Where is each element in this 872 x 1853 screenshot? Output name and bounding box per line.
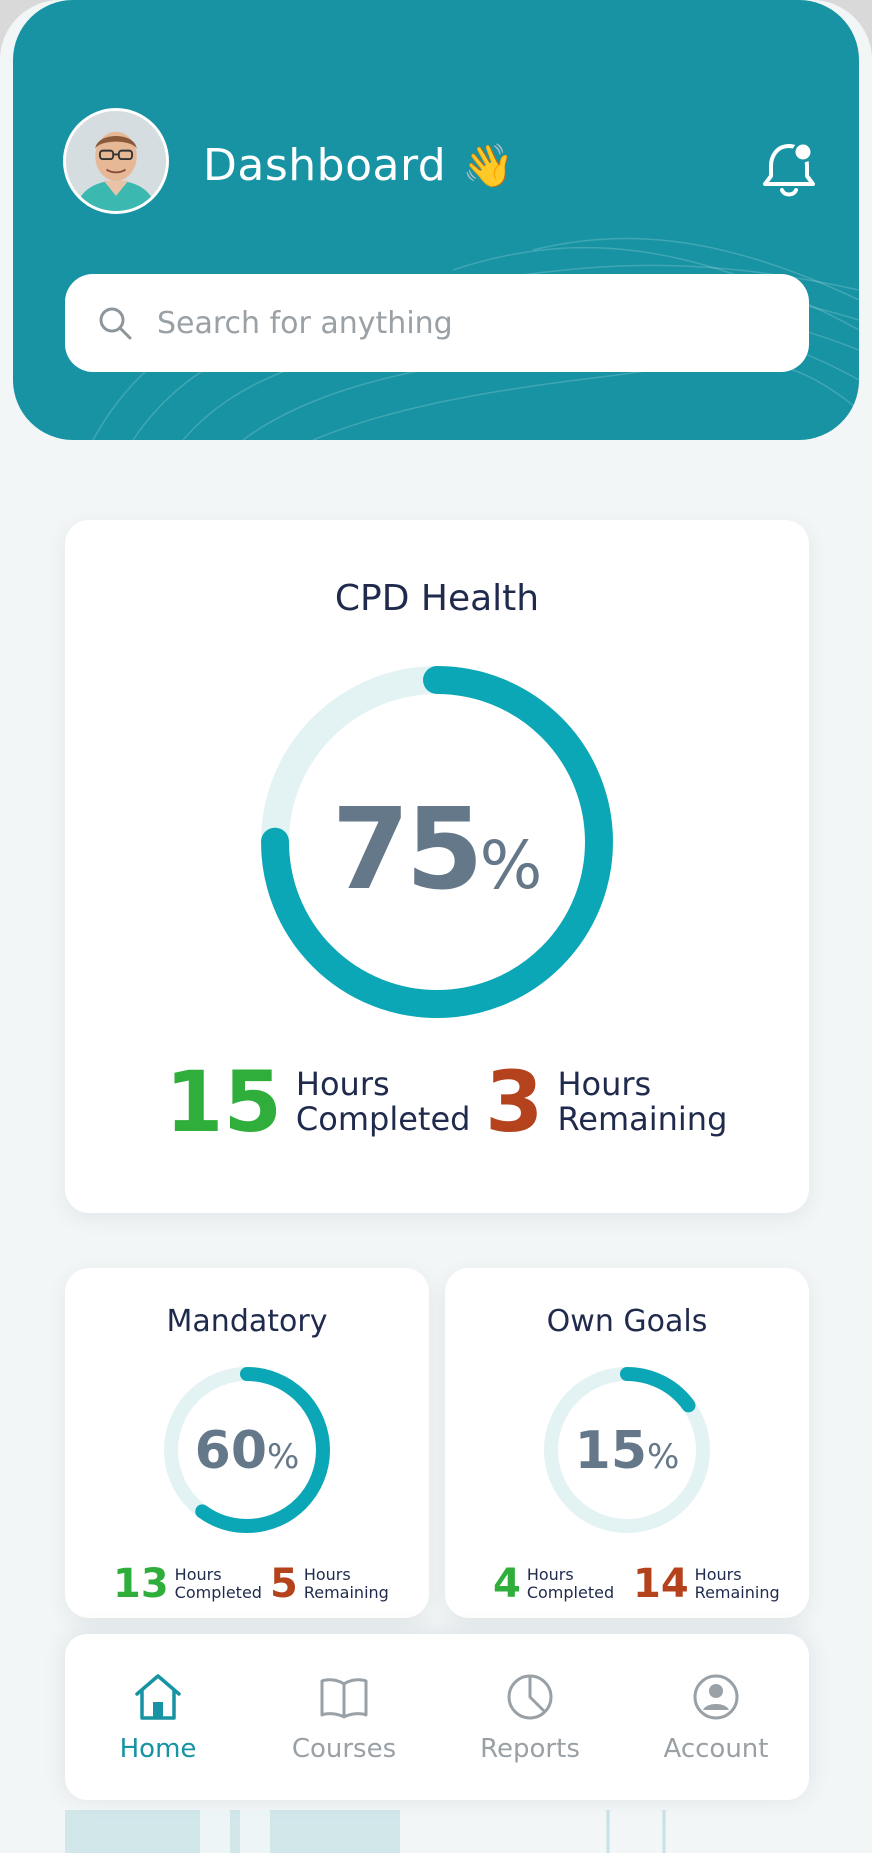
own-goals-remaining-label: Hours Remaining xyxy=(695,1566,780,1601)
own-goals-remaining-label-line2: Remaining xyxy=(694,1583,780,1602)
cpd-remaining-value: 3 xyxy=(485,1053,544,1151)
avatar[interactable] xyxy=(63,108,169,214)
account-icon xyxy=(693,1674,739,1720)
nav-reports-label: Reports xyxy=(480,1734,580,1764)
cpd-completed-value: 15 xyxy=(165,1053,282,1151)
own-goals-completed-label: Hours Completed xyxy=(527,1566,614,1601)
mandatory-card[interactable]: Mandatory 60% 13 Hours Completed 5 Hours… xyxy=(65,1268,429,1618)
cpd-remaining-label: Hours Remaining xyxy=(557,1064,728,1138)
cpd-health-title: CPD Health xyxy=(334,578,540,619)
mandatory-percent-unit: % xyxy=(267,1437,300,1477)
own-goals-remaining-stat: 14 Hours Remaining xyxy=(633,1564,780,1604)
nav-item-reports[interactable]: Reports xyxy=(455,1670,605,1764)
cpd-completed-label-line2: Completed xyxy=(295,1100,471,1138)
cpd-remaining-label-line1: Hours xyxy=(557,1064,652,1103)
search-icon xyxy=(99,307,132,340)
pie-chart-icon xyxy=(507,1674,553,1720)
own-goals-completed-label-line1: Hours xyxy=(526,1565,574,1585)
cpd-progress-arc xyxy=(261,666,613,1018)
page-title-text: Dashboard xyxy=(203,140,447,191)
mandatory-completed-label-line1: Hours xyxy=(174,1565,222,1585)
mandatory-remaining-label: Hours Remaining xyxy=(304,1566,389,1601)
user-avatar-icon xyxy=(66,111,166,211)
own-goals-title: Own Goals xyxy=(546,1304,708,1339)
mandatory-progress-arc xyxy=(164,1367,330,1533)
own-goals-percent-value: 15 xyxy=(574,1421,648,1481)
cpd-percent-value: 75 xyxy=(331,785,484,915)
search-placeholder: Search for anything xyxy=(157,305,453,341)
cpd-remaining-label-line2: Remaining xyxy=(557,1100,728,1138)
own-goals-card[interactable]: Own Goals 15% 4 Hours Completed 14 Hours… xyxy=(445,1268,809,1618)
mandatory-progress-ring xyxy=(164,1367,330,1533)
nav-courses-label: Courses xyxy=(291,1734,397,1764)
cpd-health-card[interactable]: CPD Health 75% 15 Hours Completed 3 Hour… xyxy=(65,520,809,1213)
background-content-hint xyxy=(65,1810,666,1853)
mandatory-remaining-stat: 5 Hours Remaining xyxy=(270,1564,389,1604)
own-goals-completed-label-line2: Completed xyxy=(526,1583,615,1602)
cpd-percent-unit: % xyxy=(479,827,543,904)
own-goals-percent-unit: % xyxy=(647,1437,680,1477)
page-title: Dashboard 👋 xyxy=(203,140,515,191)
own-goals-completed-value: 4 xyxy=(493,1561,521,1607)
bottom-navigation: Home Courses Reports Account xyxy=(65,1634,809,1800)
header-wave-pattern xyxy=(92,237,859,440)
own-goals-remaining-label-line1: Hours xyxy=(694,1565,742,1585)
cpd-completed-stat: 15 Hours Completed xyxy=(165,1060,470,1144)
nav-home-label: Home xyxy=(119,1734,197,1764)
mandatory-completed-label: Hours Completed xyxy=(175,1566,262,1601)
own-goals-progress-ring xyxy=(544,1367,710,1533)
mandatory-completed-value: 13 xyxy=(113,1561,169,1607)
waving-hand-icon: 👋 xyxy=(462,140,516,190)
mandatory-percent: 60% xyxy=(161,1421,333,1481)
cpd-remaining-stat: 3 Hours Remaining xyxy=(485,1060,727,1144)
mandatory-remaining-label-line1: Hours xyxy=(303,1565,351,1585)
cpd-completed-label: Hours Completed xyxy=(295,1064,471,1138)
own-goals-progress-arc xyxy=(544,1367,710,1533)
own-goals-completed-stat: 4 Hours Completed xyxy=(493,1564,614,1604)
bell-icon[interactable] xyxy=(757,138,821,202)
cpd-progress-ring xyxy=(261,666,613,1018)
header: Dashboard 👋 Search for anything xyxy=(13,0,859,440)
nav-item-home[interactable]: Home xyxy=(83,1670,233,1764)
book-icon xyxy=(320,1678,368,1719)
mandatory-percent-value: 60 xyxy=(194,1421,268,1481)
own-goals-percent: 15% xyxy=(541,1421,713,1481)
mandatory-completed-stat: 13 Hours Completed xyxy=(113,1564,262,1604)
search-input[interactable]: Search for anything xyxy=(65,274,809,372)
own-goals-remaining-value: 14 xyxy=(633,1561,689,1607)
mandatory-remaining-label-line2: Remaining xyxy=(303,1583,389,1602)
cpd-completed-label-line1: Hours xyxy=(295,1064,390,1103)
mandatory-title: Mandatory xyxy=(166,1304,328,1339)
mandatory-completed-label-line2: Completed xyxy=(174,1583,262,1602)
home-icon xyxy=(135,1674,181,1720)
nav-account-label: Account xyxy=(663,1734,769,1764)
nav-item-courses[interactable]: Courses xyxy=(269,1670,419,1764)
mandatory-remaining-value: 5 xyxy=(270,1561,298,1607)
nav-item-account[interactable]: Account xyxy=(641,1670,791,1764)
cpd-percent: 75% xyxy=(255,785,619,915)
